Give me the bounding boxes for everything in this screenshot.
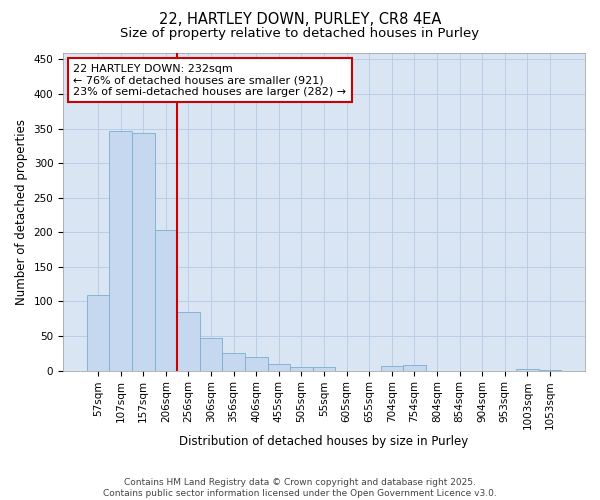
Bar <box>245 357 268 370</box>
Bar <box>313 367 335 370</box>
Bar <box>380 366 403 370</box>
Bar <box>87 294 109 370</box>
Y-axis label: Number of detached properties: Number of detached properties <box>15 118 28 304</box>
Bar <box>200 338 223 370</box>
Bar <box>268 364 290 370</box>
Bar <box>403 365 425 370</box>
Bar <box>109 130 132 370</box>
Bar <box>290 367 313 370</box>
Text: Contains HM Land Registry data © Crown copyright and database right 2025.
Contai: Contains HM Land Registry data © Crown c… <box>103 478 497 498</box>
Text: 22, HARTLEY DOWN, PURLEY, CR8 4EA: 22, HARTLEY DOWN, PURLEY, CR8 4EA <box>159 12 441 28</box>
Bar <box>155 230 177 370</box>
Bar <box>223 354 245 370</box>
Bar <box>177 312 200 370</box>
Text: 22 HARTLEY DOWN: 232sqm
← 76% of detached houses are smaller (921)
23% of semi-d: 22 HARTLEY DOWN: 232sqm ← 76% of detache… <box>73 64 347 97</box>
Bar <box>516 369 539 370</box>
Bar <box>132 134 155 370</box>
X-axis label: Distribution of detached houses by size in Purley: Distribution of detached houses by size … <box>179 434 469 448</box>
Text: Size of property relative to detached houses in Purley: Size of property relative to detached ho… <box>121 28 479 40</box>
